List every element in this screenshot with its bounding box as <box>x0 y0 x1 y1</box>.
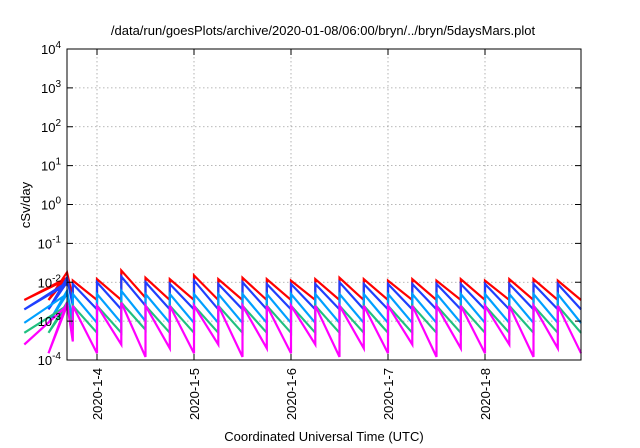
plot-series <box>23 267 582 358</box>
series-line-5 <box>23 301 582 358</box>
y-tick-label: 10-4 <box>38 351 62 368</box>
x-tick-label: 2020-1-5 <box>187 368 202 420</box>
x-tick-label: 2020-1-8 <box>478 368 493 420</box>
x-tick-label: 2020-1-6 <box>284 368 299 420</box>
y-tick-label: 100 <box>41 196 61 213</box>
grid <box>67 49 581 360</box>
y-tick-label: 103 <box>41 79 61 96</box>
chart-title: /data/run/goesPlots/archive/2020-01-08/0… <box>111 23 536 38</box>
y-tick-label: 102 <box>41 118 61 135</box>
y-tick-label: 10-1 <box>38 234 62 251</box>
plot-frame <box>66 48 582 361</box>
x-tick-label: 2020-1-7 <box>381 368 396 420</box>
y-tick-label: 104 <box>41 40 61 57</box>
x-tick-label: 2020-1-4 <box>90 368 105 420</box>
y-axis-label: cSv/day <box>18 181 33 228</box>
y-axis-ticks: 10-4 10-3 10-2 10-1 100 101 102 103 104 <box>38 40 581 368</box>
y-tick-label: 10-2 <box>38 273 62 290</box>
y-tick-label: 10-3 <box>38 312 62 329</box>
x-axis-ticks: 2020-1-4 2020-1-5 2020-1-6 2020-1-7 2020-1-8 <box>90 49 493 420</box>
series-line-2 <box>23 273 582 313</box>
y-tick-label: 101 <box>41 157 61 174</box>
x-axis-label: Coordinated Universal Time (UTC) <box>224 429 423 444</box>
